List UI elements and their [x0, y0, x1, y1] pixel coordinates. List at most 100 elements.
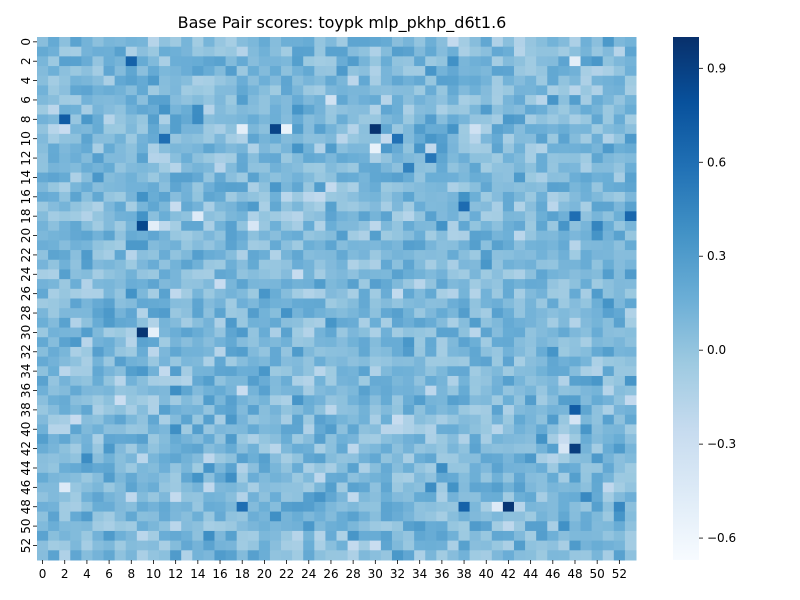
heatmap-cell — [192, 366, 204, 377]
heatmap-cell — [136, 56, 149, 67]
heatmap-cell — [81, 182, 93, 193]
heatmap-cell — [613, 317, 626, 329]
heatmap-cell — [59, 327, 71, 338]
heatmap-cell — [414, 327, 426, 338]
heatmap-cell — [192, 395, 204, 406]
heatmap-cell — [403, 385, 415, 396]
heatmap-cell — [59, 133, 71, 145]
heatmap-cell — [247, 133, 260, 145]
heatmap-cell — [325, 182, 337, 193]
heatmap-cell — [269, 550, 282, 561]
heatmap-cell — [147, 85, 160, 96]
heatmap-cell — [336, 453, 349, 464]
heatmap-cell — [281, 124, 293, 135]
heatmap-cell — [458, 221, 471, 232]
heatmap-cell — [81, 104, 93, 115]
heatmap-cell — [591, 269, 604, 280]
heatmap-cell — [547, 240, 559, 251]
heatmap-cell — [469, 501, 482, 513]
heatmap-cell — [292, 482, 304, 493]
heatmap-cell — [125, 288, 138, 299]
heatmap-cell — [258, 414, 271, 425]
heatmap-cell — [92, 153, 105, 164]
heatmap-cell — [380, 85, 393, 96]
heatmap-cell — [325, 463, 337, 474]
heatmap-cell — [403, 550, 415, 561]
heatmap-cell — [159, 521, 171, 532]
heatmap-cell — [502, 530, 515, 542]
heatmap-cell — [258, 346, 271, 358]
heatmap-cell — [558, 250, 570, 261]
heatmap-cell — [147, 317, 160, 329]
heatmap-cell — [425, 521, 437, 532]
heatmap-cell — [236, 75, 249, 86]
heatmap-cell — [391, 162, 404, 174]
heatmap-cell — [502, 511, 515, 522]
heatmap-cell — [281, 405, 293, 416]
heatmap-cell — [536, 472, 548, 484]
heatmap-cell — [447, 366, 460, 377]
heatmap-cell — [269, 211, 282, 222]
heatmap-cell — [425, 37, 437, 48]
heatmap-cell — [436, 482, 448, 493]
heatmap-cell — [92, 443, 105, 454]
heatmap-cell — [347, 395, 360, 406]
heatmap-cell — [491, 472, 504, 484]
heatmap-cell — [81, 308, 93, 319]
heatmap-cell — [491, 124, 504, 135]
heatmap-cell — [358, 375, 371, 387]
heatmap-cell — [624, 424, 637, 435]
heatmap-cell — [247, 240, 260, 251]
heatmap-cell — [292, 85, 304, 96]
heatmap-cell — [347, 240, 360, 251]
heatmap-cell — [281, 463, 293, 474]
heatmap-cell — [391, 482, 404, 493]
heatmap-cell — [580, 492, 593, 503]
heatmap-cell — [70, 124, 82, 135]
heatmap-cell — [480, 211, 493, 222]
heatmap-cell — [380, 405, 393, 416]
heatmap-cell — [225, 424, 238, 435]
heatmap-cell — [292, 182, 304, 193]
heatmap-cell — [436, 85, 448, 96]
heatmap-cell — [580, 540, 593, 551]
heatmap-cell — [602, 95, 615, 106]
heatmap-cell — [103, 133, 116, 145]
heatmap-cell — [81, 250, 93, 261]
heatmap-cell — [258, 298, 271, 309]
heatmap-cell — [480, 37, 493, 48]
heatmap-cell — [136, 37, 149, 48]
heatmap-cell — [580, 85, 593, 96]
heatmap-cell — [380, 521, 393, 532]
heatmap-cell — [303, 405, 315, 416]
heatmap-cell — [59, 182, 71, 193]
heatmap-cell — [236, 153, 249, 164]
heatmap-cell — [147, 66, 160, 77]
heatmap-cell — [447, 327, 460, 338]
heatmap-cell — [591, 405, 604, 416]
heatmap-cell — [569, 385, 582, 396]
heatmap-cell — [336, 56, 349, 67]
heatmap-cell — [269, 37, 282, 48]
heatmap-cell — [192, 501, 204, 513]
heatmap-cell — [281, 85, 293, 96]
x-tick-label: 18 — [235, 567, 250, 581]
heatmap-cell — [125, 201, 138, 212]
heatmap-cell — [59, 550, 71, 561]
heatmap-cell — [580, 385, 593, 396]
heatmap-cell — [70, 501, 82, 513]
heatmap-cell — [369, 250, 382, 261]
heatmap-cell — [292, 114, 304, 125]
heatmap-cell — [591, 356, 604, 367]
heatmap-cell — [536, 366, 548, 377]
heatmap-cell — [70, 75, 82, 86]
heatmap-cell — [436, 424, 448, 435]
heatmap-cell — [192, 75, 204, 86]
heatmap-cell — [181, 308, 193, 319]
heatmap-cell — [469, 405, 482, 416]
heatmap-cell — [580, 182, 593, 193]
heatmap-cell — [92, 172, 105, 183]
heatmap-cell — [258, 308, 271, 319]
heatmap-cell — [92, 540, 105, 551]
heatmap-cell — [114, 104, 127, 115]
